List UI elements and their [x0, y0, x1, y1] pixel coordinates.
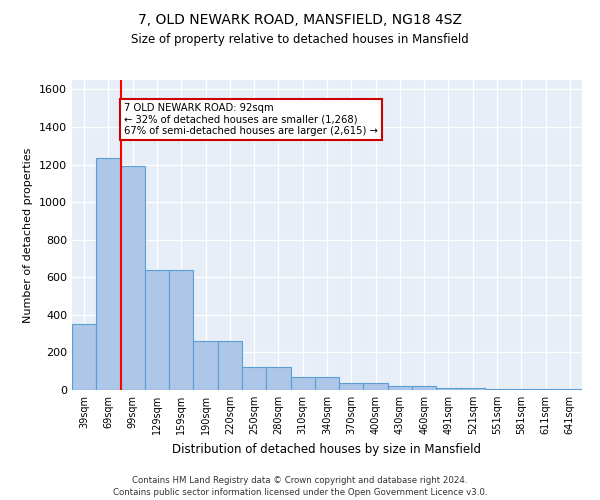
Bar [145, 270, 169, 390]
Bar [96, 158, 121, 390]
Bar [266, 366, 290, 390]
Bar [364, 384, 388, 390]
Bar [533, 389, 558, 390]
X-axis label: Distribution of detached houses by size in Mansfield: Distribution of detached houses by size … [173, 442, 482, 456]
Bar [509, 389, 533, 390]
Bar [218, 341, 242, 390]
Bar [121, 166, 145, 390]
Bar [242, 366, 266, 390]
Bar [461, 388, 485, 390]
Text: Contains HM Land Registry data © Crown copyright and database right 2024.: Contains HM Land Registry data © Crown c… [132, 476, 468, 485]
Bar [558, 389, 582, 390]
Bar [339, 384, 364, 390]
Bar [412, 386, 436, 390]
Bar [290, 377, 315, 390]
Bar [193, 341, 218, 390]
Text: 7 OLD NEWARK ROAD: 92sqm
← 32% of detached houses are smaller (1,268)
67% of sem: 7 OLD NEWARK ROAD: 92sqm ← 32% of detach… [124, 102, 378, 136]
Bar [388, 386, 412, 390]
Text: Size of property relative to detached houses in Mansfield: Size of property relative to detached ho… [131, 32, 469, 46]
Text: 7, OLD NEWARK ROAD, MANSFIELD, NG18 4SZ: 7, OLD NEWARK ROAD, MANSFIELD, NG18 4SZ [138, 12, 462, 26]
Text: Contains public sector information licensed under the Open Government Licence v3: Contains public sector information licen… [113, 488, 487, 497]
Bar [485, 389, 509, 390]
Bar [315, 377, 339, 390]
Y-axis label: Number of detached properties: Number of detached properties [23, 148, 34, 322]
Bar [72, 324, 96, 390]
Bar [169, 270, 193, 390]
Bar [436, 388, 461, 390]
